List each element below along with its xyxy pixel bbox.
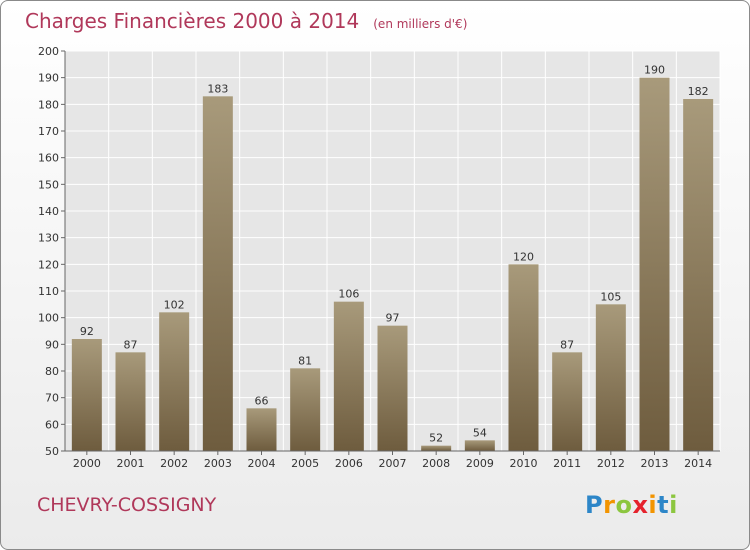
- y-tick-label: 110: [38, 285, 59, 298]
- y-tick-label: 80: [45, 365, 59, 378]
- x-tick-label-2013: 2013: [641, 457, 669, 470]
- commune-name: CHEVRY-COSSIGNY: [37, 494, 217, 516]
- chart-title: Charges Financières 2000 à 2014: [25, 9, 360, 33]
- bars: 92 87 102 183 66 81 106 97 52 54 120 87 105 190 182: [71, 64, 714, 452]
- y-tick-label: 200: [38, 45, 59, 58]
- bar-2007: [377, 325, 408, 451]
- x-tick-label-2011: 2011: [553, 457, 581, 470]
- x-tick-label-2008: 2008: [422, 457, 450, 470]
- data-label-2008: 52: [429, 432, 443, 445]
- y-tick-label: 190: [38, 72, 59, 85]
- data-label-2014: 182: [688, 85, 709, 98]
- y-tick-label: 120: [38, 258, 59, 271]
- x-tick-label-2014: 2014: [684, 457, 712, 470]
- bar-2010: [508, 264, 539, 451]
- data-label-2007: 97: [386, 312, 400, 325]
- bar-2013: [639, 77, 670, 452]
- y-tick-label: 160: [38, 152, 59, 165]
- data-label-2002: 102: [164, 298, 185, 311]
- bar-2006: [333, 301, 364, 451]
- bar-2004: [246, 408, 277, 451]
- chart-subtitle: (en milliers d'€): [373, 17, 468, 31]
- data-label-2000: 92: [80, 325, 94, 338]
- x-tick-label-2001: 2001: [117, 457, 145, 470]
- x-tick-label-2005: 2005: [291, 457, 319, 470]
- x-tick-label-2009: 2009: [466, 457, 494, 470]
- y-tick-label: 170: [38, 125, 59, 138]
- x-tick-label-2000: 2000: [73, 457, 101, 470]
- x-tick-label-2007: 2007: [379, 457, 407, 470]
- data-label-2010: 120: [513, 250, 534, 263]
- x-tick-label-2010: 2010: [510, 457, 538, 470]
- proxiti-logo: Proxiti: [585, 491, 678, 519]
- data-label-2013: 190: [644, 64, 665, 77]
- x-tick-label-2012: 2012: [597, 457, 625, 470]
- bar-2000: [71, 339, 102, 451]
- x-tick-label-2003: 2003: [204, 457, 232, 470]
- data-label-2004: 66: [255, 394, 269, 407]
- bar-2002: [159, 312, 190, 451]
- bar-2014: [683, 99, 714, 451]
- data-label-2009: 54: [473, 426, 487, 439]
- bar-2008: [421, 445, 452, 451]
- chart-title-block: Charges Financières 2000 à 2014 (en milli…: [25, 9, 467, 33]
- y-tick-label: 150: [38, 178, 59, 191]
- bar-2011: [552, 352, 583, 451]
- y-tick-label: 90: [45, 338, 59, 351]
- y-tick-label: 130: [38, 232, 59, 245]
- data-label-2003: 183: [207, 82, 228, 95]
- bar-2009: [464, 440, 495, 451]
- data-label-2006: 106: [338, 288, 359, 301]
- y-tick-label: 100: [38, 312, 59, 325]
- bar-2012: [595, 304, 626, 451]
- bar-2001: [115, 352, 146, 451]
- x-tick-label-2006: 2006: [335, 457, 363, 470]
- bar-2003: [202, 96, 233, 451]
- y-tick-label: 180: [38, 98, 59, 111]
- y-tick-label: 140: [38, 205, 59, 218]
- data-label-2001: 87: [124, 338, 138, 351]
- data-label-2012: 105: [600, 290, 621, 303]
- data-label-2011: 87: [560, 338, 574, 351]
- bar-2005: [290, 368, 321, 451]
- y-tick-label: 70: [45, 392, 59, 405]
- x-tick-label-2002: 2002: [160, 457, 188, 470]
- axes: 50 60 70 80 90 100 110 120 130 140 150 160 170 180 190…: [38, 45, 720, 470]
- y-tick-label: 50: [45, 445, 59, 458]
- y-tick-label: 60: [45, 418, 59, 431]
- x-tick-label-2004: 2004: [248, 457, 276, 470]
- data-label-2005: 81: [298, 354, 312, 367]
